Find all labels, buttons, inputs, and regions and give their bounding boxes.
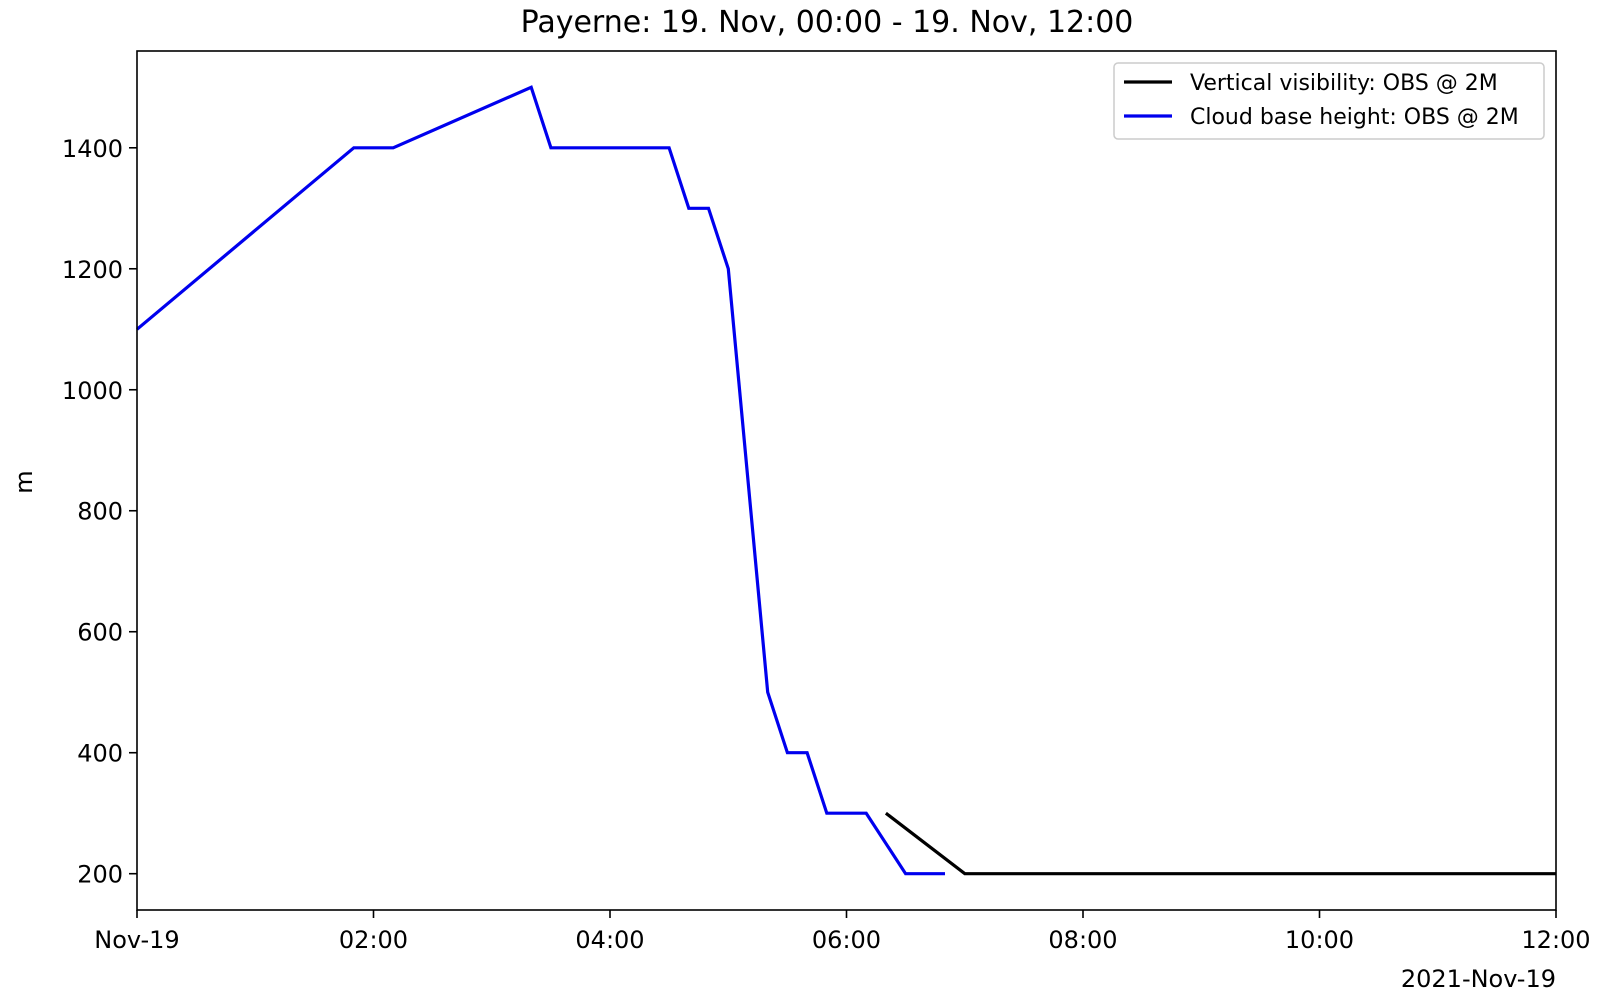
y-tick-label: 800 xyxy=(77,498,123,526)
series-layer xyxy=(135,85,1556,876)
x-tick-label: 10:00 xyxy=(1285,926,1354,954)
x-axis: Nov-19 02:00 04:00 06:00 08:00 10:00 12:00 xyxy=(94,910,1591,954)
x-offset-label: 2021-Nov-19 xyxy=(1401,965,1556,993)
legend-box xyxy=(1113,62,1545,140)
x-tick-label: 04:00 xyxy=(575,926,644,954)
y-tick-label: 1200 xyxy=(62,256,123,284)
y-tick-label: 600 xyxy=(77,619,123,647)
y-axis: 200 400 600 800 1000 1200 1400 xyxy=(62,135,137,889)
series-line-1 xyxy=(135,85,945,876)
y-tick-label: 1400 xyxy=(62,135,123,163)
legend: Vertical visibility: OBS @ 2M Cloud base … xyxy=(1113,62,1545,140)
legend-label: Cloud base height: OBS @ 2M xyxy=(1190,105,1519,130)
series-line-0 xyxy=(884,811,1556,876)
x-tick-label: 12:00 xyxy=(1521,926,1590,954)
y-tick-label: 1000 xyxy=(62,377,123,405)
x-tick-label: 08:00 xyxy=(1048,926,1117,954)
legend-label: Vertical visibility: OBS @ 2M xyxy=(1190,71,1498,96)
y-tick-label: 200 xyxy=(77,861,123,889)
x-tick-label: 06:00 xyxy=(812,926,881,954)
chart-title: Payerne: 19. Nov, 00:00 - 19. Nov, 12:00 xyxy=(521,5,1134,40)
y-axis-label: m xyxy=(10,470,38,493)
y-tick-label: 400 xyxy=(77,740,123,768)
x-tick-label: Nov-19 xyxy=(94,926,179,954)
x-tick-label: 02:00 xyxy=(339,926,408,954)
